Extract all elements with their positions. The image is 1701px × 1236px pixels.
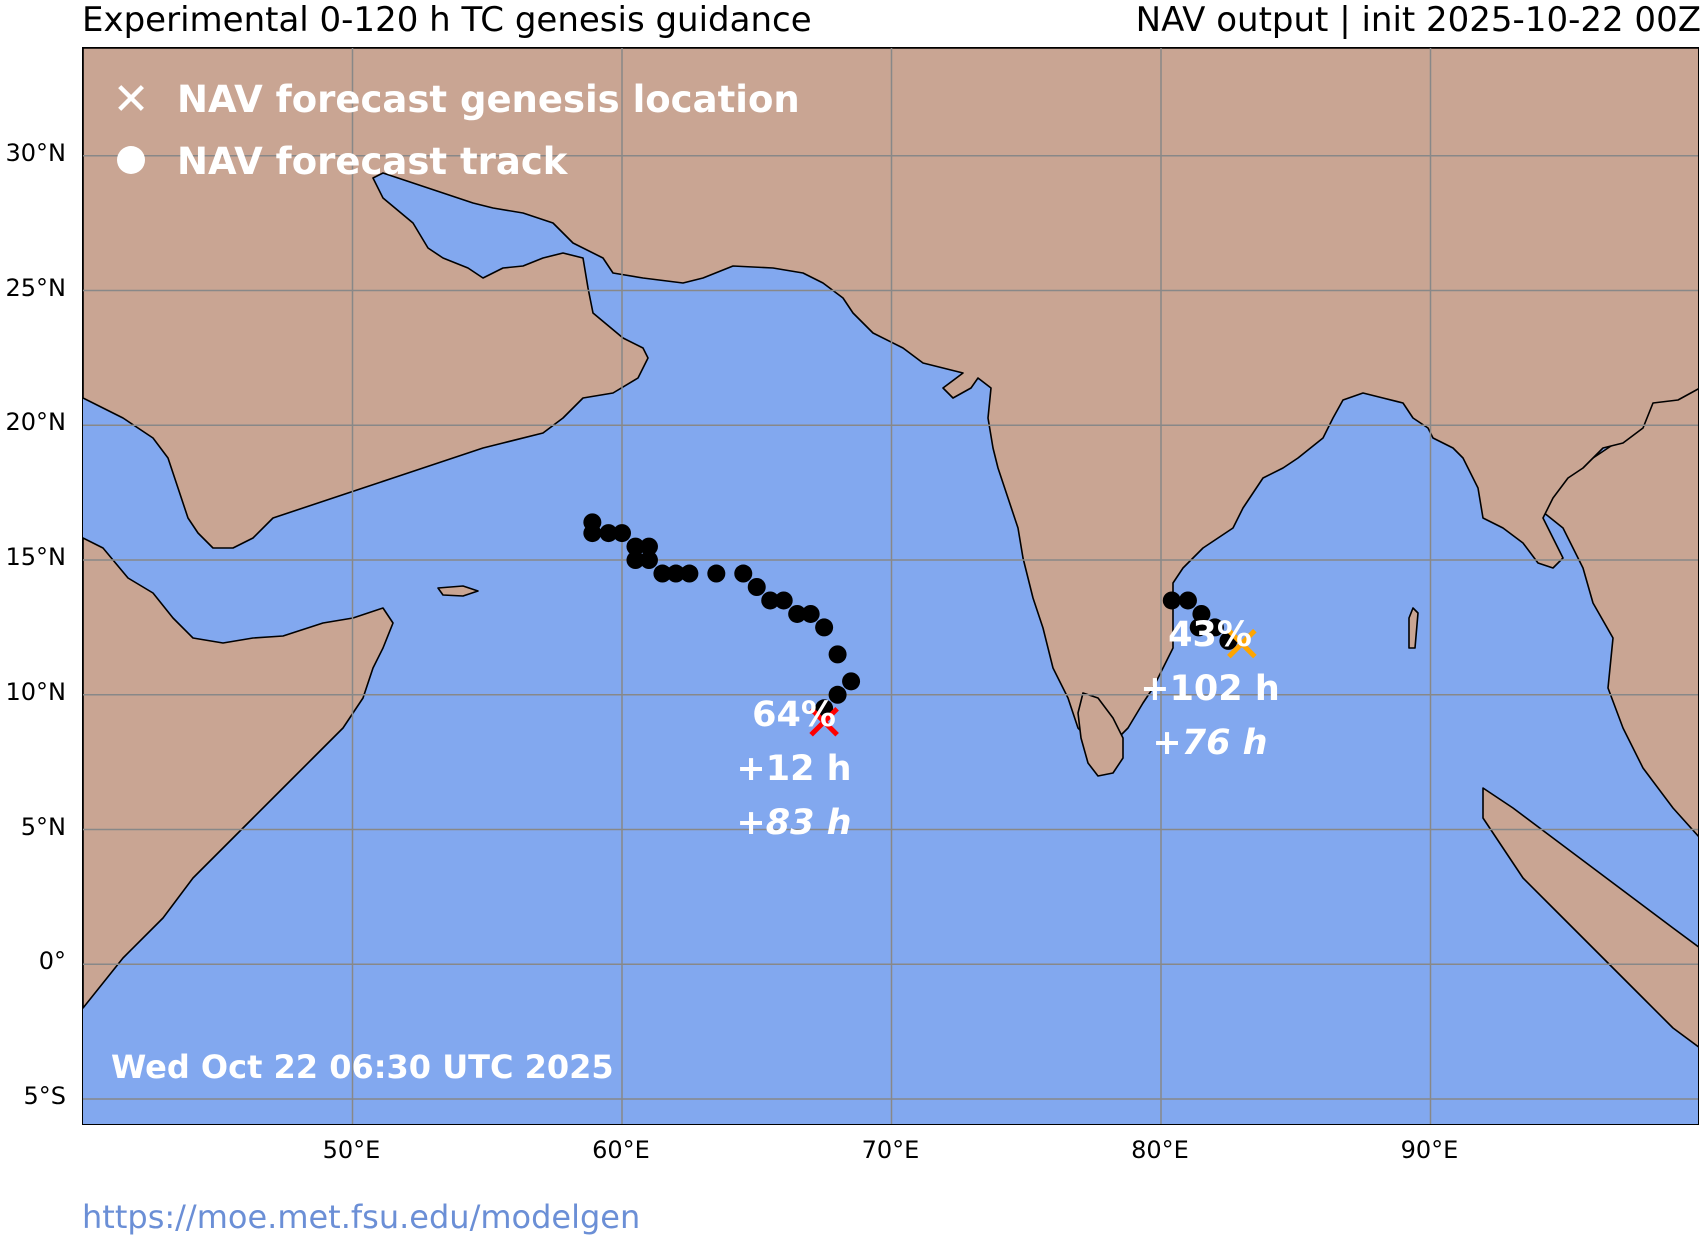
track-point: [774, 591, 793, 610]
legend-genesis-label: NAV forecast genesis location: [177, 78, 800, 121]
source-link[interactable]: https://moe.met.fsu.edu/modelgen: [82, 1198, 641, 1236]
lon-tick-label: 50°E: [322, 1136, 381, 1164]
system-2-probability: 43%: [1168, 615, 1252, 655]
lat-tick-label: 15°N: [5, 543, 67, 572]
system-1-annotation: 64% +12 h +83 h: [684, 688, 904, 850]
track-point: [653, 564, 672, 583]
track-point: [747, 578, 766, 596]
genesis-x-icon: ✕: [112, 73, 150, 125]
track-point: [801, 604, 820, 623]
track-point: [788, 604, 807, 623]
valid-timestamp: Wed Oct 22 06:30 UTC 2025: [111, 1048, 614, 1086]
track-point: [815, 699, 834, 718]
genesis-marker: [809, 706, 839, 737]
land-mainland: [83, 48, 1698, 744]
track-point: [828, 685, 847, 704]
track-point: [734, 564, 753, 583]
track-point: [1192, 604, 1211, 623]
track-point: [680, 564, 699, 583]
land-layer: [83, 48, 1698, 1048]
lat-tick-label: 30°N: [5, 138, 67, 167]
track-point: [1205, 618, 1224, 637]
land-socotra: [437, 585, 479, 597]
track-point: [639, 537, 658, 556]
lon-tick-label: 70°E: [861, 1136, 920, 1164]
system-1-probability: 64%: [752, 695, 836, 735]
legend-track: NAV forecast track: [111, 140, 567, 183]
land-africa: [83, 537, 394, 1009]
land-sri-lanka: [1077, 692, 1124, 777]
lon-tick-label: 90°E: [1400, 1136, 1459, 1164]
system-2-lead-time: +76 h: [1152, 723, 1268, 763]
model-init-label: NAV output | init 2025-10-22 00Z: [1135, 0, 1701, 40]
lat-tick-label: 5°N: [20, 812, 66, 841]
track-point: [1189, 618, 1208, 637]
track-point: [666, 564, 685, 583]
lat-tick-label: 25°N: [5, 273, 67, 302]
track-point: [761, 591, 780, 610]
chart-title: Experimental 0-120 h TC genesis guidance: [82, 0, 812, 40]
land-sumatra: [1482, 787, 1698, 1048]
land-andaman: [1408, 607, 1419, 649]
system-1-genesis-time: +12 h: [736, 749, 852, 789]
genesis-layer: [809, 628, 1257, 737]
track-point: [626, 551, 645, 570]
legend-genesis: ✕ NAV forecast genesis location: [111, 73, 800, 125]
genesis-x-stroke: [1227, 628, 1257, 659]
track-point: [599, 524, 618, 543]
track-point: [583, 524, 602, 543]
lat-tick-label: 20°N: [5, 408, 67, 437]
system-2-annotation: 43% +102 h +76 h: [1100, 608, 1320, 770]
legend-track-label: NAV forecast track: [177, 140, 568, 183]
track-point: [842, 672, 861, 691]
graticule: [83, 48, 1698, 1124]
track-dot-icon: [111, 140, 151, 183]
track-point: [639, 551, 658, 570]
map-panel: ✕ NAV forecast genesis location NAV fore…: [82, 47, 1699, 1125]
track-point: [613, 524, 631, 543]
map-canvas: [83, 48, 1698, 1124]
lat-tick-label: 0°: [38, 947, 66, 976]
genesis-marker: [1227, 628, 1257, 659]
genesis-x-stroke: [809, 706, 839, 737]
track-point: [815, 618, 834, 637]
track-point: [828, 645, 847, 664]
track-point: [626, 537, 645, 556]
system-1-lead-time: +83 h: [736, 803, 852, 843]
track-point: [707, 564, 726, 583]
system-2-genesis-time: +102 h: [1140, 669, 1280, 709]
track-layer: [583, 513, 1238, 718]
lon-tick-label: 80°E: [1131, 1136, 1189, 1164]
lon-tick-label: 60°E: [592, 1136, 650, 1164]
track-point: [1162, 591, 1181, 610]
track-point: [1178, 591, 1197, 610]
lat-tick-label: 5°S: [23, 1082, 66, 1111]
lat-tick-label: 10°N: [5, 677, 67, 706]
